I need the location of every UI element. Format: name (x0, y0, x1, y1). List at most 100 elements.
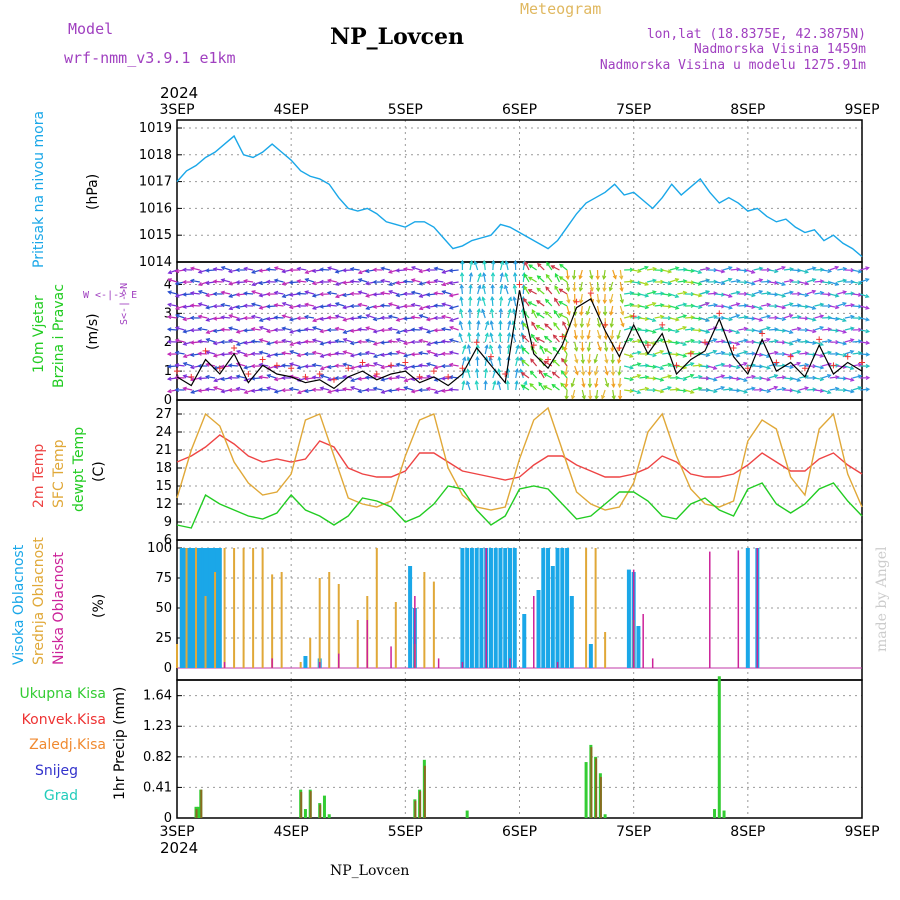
wind-arrow (545, 274, 553, 283)
wind-arrow-head (441, 290, 446, 295)
wind-arrow (559, 276, 568, 283)
wind-arrow-head (182, 316, 187, 322)
wind-arrow-head (334, 388, 339, 393)
wind-arrow-head (542, 373, 548, 377)
wind-arrow (442, 281, 452, 286)
cloud-bar (408, 566, 413, 668)
wind-arrow (684, 316, 695, 319)
wind-arrow (821, 328, 832, 331)
wind-arrow-head (619, 299, 624, 304)
wind-arrow-head (410, 327, 415, 332)
wind-arrow (776, 317, 786, 321)
wind-arrow (305, 303, 315, 307)
wind-arrow-head (205, 317, 210, 322)
wind-arrow (358, 377, 368, 380)
wind-gust-marker (801, 365, 808, 372)
wind-arrow-head (697, 281, 703, 286)
wind-arrow-head (497, 355, 502, 361)
wind-arrow (692, 317, 702, 320)
wind-arrow (507, 309, 511, 319)
wind-arrow-head (743, 350, 749, 355)
wind-arrow-head (334, 314, 340, 319)
wind-arrow-head (812, 266, 817, 271)
wind-arrow (730, 268, 740, 271)
wind-arrow (304, 377, 315, 380)
wind-arrow-head (759, 352, 764, 357)
wind-arrow-head (573, 335, 578, 340)
wind-arrow (610, 317, 614, 327)
wind-arrow-head (395, 292, 400, 298)
wind-arrow (837, 341, 847, 345)
wind-arrow (312, 364, 322, 367)
wind-arrow-head (594, 395, 599, 401)
wind-arrow-head (660, 303, 665, 308)
wind-arrow (587, 341, 591, 351)
wind-arrow-head (167, 388, 172, 394)
wind-arrow-head (705, 329, 711, 334)
wind-gust-marker (730, 345, 737, 351)
wind-arrow-head (523, 273, 528, 278)
wind-arrow-head (469, 260, 474, 265)
wind-arrow (579, 281, 583, 291)
wind-arrow-head (197, 290, 203, 295)
wind-arrow-head (243, 266, 248, 271)
wind-arrow-head (651, 317, 657, 323)
wind-arrow-head (538, 381, 543, 387)
wind-arrow-head (326, 352, 332, 357)
wind-arrow (460, 297, 464, 307)
wind-arrow (624, 389, 634, 392)
wind-arrow-head (789, 341, 794, 346)
wind-arrow (282, 314, 292, 319)
wind-arrow-head (281, 363, 286, 368)
wind-arrow-head (865, 340, 871, 345)
wind-arrow-head (593, 359, 598, 364)
wind-arrow (639, 293, 649, 297)
wind-arrow (545, 299, 553, 307)
wind-arrow-head (781, 305, 787, 310)
wind-arrow (327, 291, 337, 295)
wind-arrow-head (311, 326, 317, 331)
wind-arrow (730, 341, 740, 346)
wind-arrow (381, 341, 391, 344)
wind-arrow (221, 266, 231, 271)
wind-arrow-head (341, 268, 347, 273)
cloud-bar (189, 548, 194, 668)
wind-arrow (434, 389, 444, 394)
wind-arrow (715, 363, 725, 367)
wind-arrow-head (562, 320, 567, 326)
wind-arrow (723, 376, 733, 379)
wind-arrow (373, 362, 383, 367)
wind-arrow-head (602, 311, 608, 317)
wind-arrow-head (728, 317, 734, 322)
wind-arrow-head (543, 335, 549, 340)
wind-arrow-head (357, 302, 362, 307)
wind-arrow (829, 281, 839, 286)
wind-arrow-head (728, 293, 733, 298)
cloud-unit: (%) (91, 594, 107, 618)
wind-arrow-head (637, 315, 642, 320)
wind-arrow-head (242, 303, 248, 308)
wind-arrow-head (372, 353, 378, 359)
wind-arrow-head (604, 359, 609, 364)
wind-arrow (859, 293, 869, 298)
wind-arrow (426, 362, 436, 367)
wind-arrow-head (527, 276, 533, 281)
wind-arrow (411, 291, 421, 295)
precip-bar (300, 791, 303, 818)
wind-arrow (639, 364, 649, 367)
wind-arrow (531, 321, 538, 331)
wind-arrow (783, 314, 793, 319)
wind-arrow (610, 305, 614, 315)
wind-arrow-head (289, 341, 294, 347)
wind-arrow (624, 292, 634, 295)
wind-arrow-head (506, 331, 512, 337)
wind-arrow (662, 293, 672, 296)
wind-arrow (677, 291, 687, 295)
wind-arrow-head (296, 340, 301, 346)
wind-arrow-head (474, 379, 479, 385)
wind-arrow (821, 363, 831, 367)
wind-arrow-head (372, 386, 378, 391)
wind-arrow-head (204, 387, 210, 392)
wind-arrow-head (728, 375, 734, 380)
wind-arrow-head (690, 362, 695, 367)
